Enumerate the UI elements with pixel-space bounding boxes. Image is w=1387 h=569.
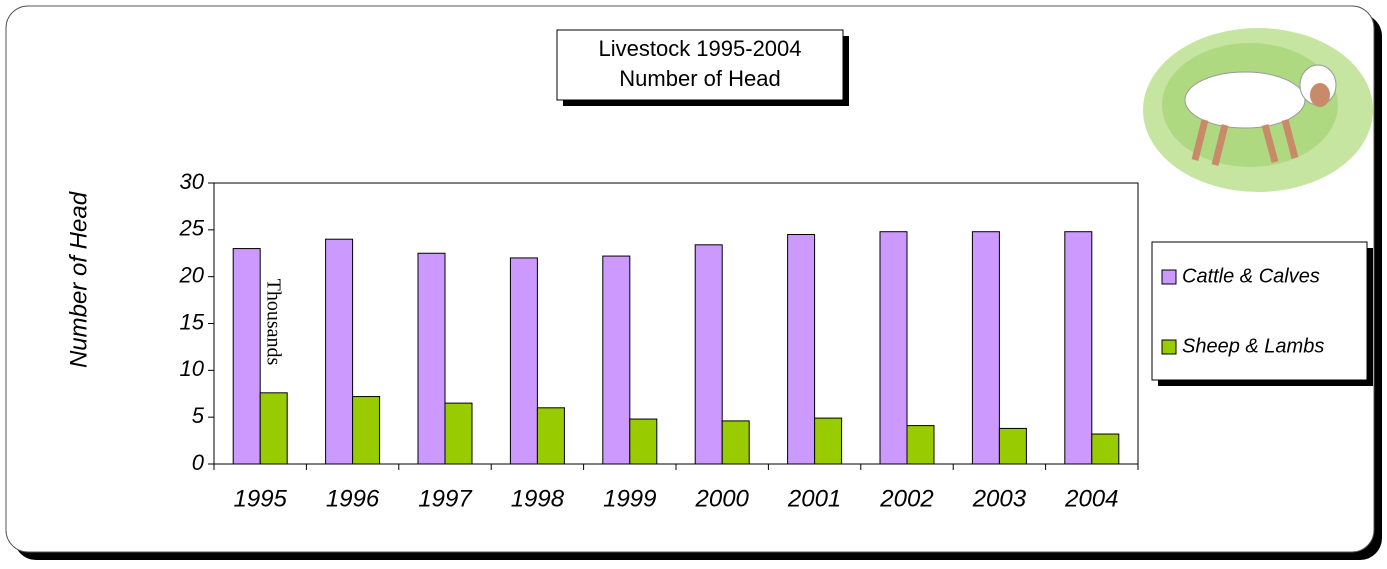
x-tick-label: 1999 <box>603 485 656 512</box>
y-tick-label: 30 <box>180 169 205 194</box>
legend-swatch <box>1161 339 1177 355</box>
y-tick-label: 25 <box>179 216 205 241</box>
chart-subtitle: Number of Head <box>619 66 780 91</box>
bar <box>232 248 261 465</box>
y-tick-label: 0 <box>192 450 205 475</box>
x-tick-label: 2001 <box>787 485 841 512</box>
x-tick-label: 1996 <box>326 485 380 512</box>
x-tick-label: 1998 <box>511 485 565 512</box>
sheep-clipart <box>1143 28 1373 192</box>
y-tick-label: 20 <box>179 262 205 287</box>
legend-label: Sheep & Lambs <box>1182 335 1324 357</box>
y-tick-label: 10 <box>180 356 205 381</box>
y-tick-label: 15 <box>180 309 205 334</box>
legend-label: Cattle & Calves <box>1182 265 1320 287</box>
bar <box>509 257 538 465</box>
bar <box>721 420 750 465</box>
bar <box>259 392 288 465</box>
x-tick-label: 2002 <box>879 485 933 512</box>
bar <box>906 425 935 465</box>
bar <box>971 231 1000 465</box>
bar <box>879 231 908 465</box>
x-tick-label: 2003 <box>972 485 1027 512</box>
chart-title: Livestock 1995-2004 <box>598 36 801 61</box>
x-tick-label: 1995 <box>234 485 288 512</box>
y-tick-label: 5 <box>192 403 205 428</box>
bar <box>694 244 723 465</box>
bar <box>602 255 631 465</box>
bar <box>352 396 381 465</box>
title-box <box>556 29 844 101</box>
bar <box>1064 231 1093 465</box>
x-tick-label: 2004 <box>1064 485 1118 512</box>
annotation: Thousands <box>262 279 284 366</box>
bar <box>787 234 816 465</box>
bar <box>444 402 473 465</box>
bar <box>629 418 658 465</box>
bar <box>536 407 565 465</box>
bar <box>1091 433 1120 465</box>
x-tick-label: 2000 <box>695 485 750 512</box>
legend-box <box>1151 241 1368 381</box>
bar <box>325 238 354 465</box>
x-tick-label: 1997 <box>418 485 473 512</box>
bar <box>814 417 843 465</box>
legend-swatch <box>1161 269 1177 285</box>
bar <box>417 252 446 465</box>
y-axis-label: Number of Head <box>65 191 92 368</box>
bar <box>998 427 1027 465</box>
